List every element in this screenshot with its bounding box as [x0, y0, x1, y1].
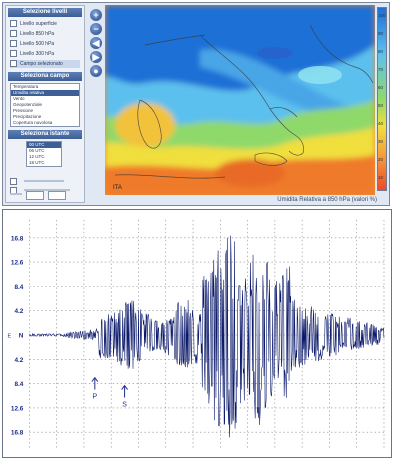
level-checkbox[interactable]: [10, 30, 17, 38]
pan-right-button[interactable]: ▶: [90, 51, 102, 63]
colorbar-tick-label: 30: [378, 139, 384, 144]
field-list-item[interactable]: Temperatura: [13, 84, 39, 89]
y-axis-tick-label: 16.8: [11, 430, 24, 437]
zoom-out-button[interactable]: −: [90, 23, 102, 35]
y-axis-center-label: N: [19, 332, 24, 339]
field-list-item[interactable]: Pressione: [13, 108, 34, 113]
y-axis-tick-label: 16.8: [11, 235, 24, 242]
s-wave-marker: S: [121, 384, 128, 408]
field-list-item[interactable]: Copertura nuvolosa: [13, 120, 53, 125]
map-caption: Umidita Relativa a 850 hPa (valori %): [277, 197, 377, 203]
field-list-item[interactable]: Geopotenziale: [13, 102, 43, 107]
level-option-label: Livello 300 hPa: [20, 51, 55, 57]
y-axis-tick-label: 8.4: [14, 381, 23, 388]
colorbar-tick-label: 20: [378, 157, 384, 162]
level-option-label: Livello 500 hPa: [20, 41, 55, 47]
colorbar-tick-label: 80: [378, 49, 384, 54]
level-option-label: Campo selezionato: [20, 61, 63, 67]
levels-header: Selezione livelli: [8, 8, 82, 17]
trace-component-marker: E: [8, 333, 12, 339]
level-checkbox[interactable]: [10, 20, 17, 28]
control-sidebar: Selezione livelli Livello superficie Live…: [5, 5, 85, 203]
y-axis-tick-label: 8.4: [14, 284, 23, 291]
seismic-trace: [29, 235, 385, 438]
pan-left-button[interactable]: ◀: [90, 37, 102, 49]
colorbar-tick-label: 60: [378, 85, 384, 90]
colorbar-tick-label: 90: [378, 31, 384, 36]
level-option-3[interactable]: Livello 300 hPa: [10, 50, 54, 58]
next-step-button[interactable]: [48, 191, 66, 200]
zoom-in-button[interactable]: +: [90, 9, 102, 21]
weather-map-viewer: Selezione livelli Livello superficie Live…: [2, 2, 390, 206]
humidity-colorbar: [377, 7, 387, 191]
y-axis-tick-label: 12.6: [11, 405, 24, 412]
p-wave-marker: P: [91, 376, 99, 400]
level-option-label: Livello 850 hPa: [20, 31, 55, 37]
level-option-2[interactable]: Livello 500 hPa: [10, 40, 54, 48]
center-button[interactable]: ●: [90, 65, 102, 77]
time-header: Seleziona istante: [8, 130, 82, 139]
map-zoom-controls: + − ◀ ▶ ●: [89, 9, 103, 83]
level-option-label: Livello superficie: [20, 21, 57, 27]
s-wave-label: S: [122, 401, 127, 408]
y-axis-tick-label: 4.2: [14, 357, 23, 364]
map-corner-label: ITA: [113, 185, 122, 191]
level-option-1[interactable]: Livello 850 hPa: [10, 30, 54, 38]
field-list-item[interactable]: Umidita relativa: [11, 90, 79, 96]
field-list-item[interactable]: Vento: [13, 96, 25, 101]
level-checkbox[interactable]: [10, 40, 17, 48]
seismogram-plot: 16.8 12.6 8.4 4.2 N 4.2 8.4 12.6 16.8 E P S: [2, 209, 392, 458]
level-checkbox[interactable]: [10, 50, 17, 58]
p-wave-label: P: [93, 393, 98, 400]
time-list-item[interactable]: 12 UTC: [29, 154, 45, 159]
colorbar-tick-label: 50: [378, 103, 384, 108]
option-checkbox-row[interactable]: [10, 172, 80, 185]
prev-step-button[interactable]: [26, 191, 44, 200]
time-listbox[interactable]: 00 UTC 06 UTC 12 UTC 18 UTC: [26, 141, 62, 167]
time-list-item[interactable]: 06 UTC: [29, 148, 45, 153]
field-list-item[interactable]: Precipitazione: [13, 114, 42, 119]
time-list-item[interactable]: 18 UTC: [29, 160, 45, 165]
colorbar-tick-label: 70: [378, 67, 384, 72]
y-axis-tick-label: 4.2: [14, 308, 23, 315]
y-axis-tick-label: 12.6: [11, 260, 24, 267]
colorbar-tick-label: 40: [378, 121, 384, 126]
field-listbox[interactable]: Temperatura Umidita relativa Vento Geopoten…: [10, 83, 80, 127]
navigation-controls: [10, 191, 82, 200]
colorbar-tick-label: 100: [378, 13, 386, 18]
option-checkbox-row-2[interactable]: [10, 181, 80, 194]
colorbar-tick-label: 10: [378, 175, 384, 180]
level-option-4[interactable]: Campo selezionato: [10, 60, 80, 68]
time-list-item[interactable]: 00 UTC: [27, 142, 61, 148]
field-header: Seleziona campo: [8, 72, 82, 81]
level-option-0[interactable]: Livello superficie: [10, 20, 57, 28]
level-checkbox[interactable]: [10, 60, 17, 68]
humidity-map[interactable]: ITA: [105, 5, 375, 195]
